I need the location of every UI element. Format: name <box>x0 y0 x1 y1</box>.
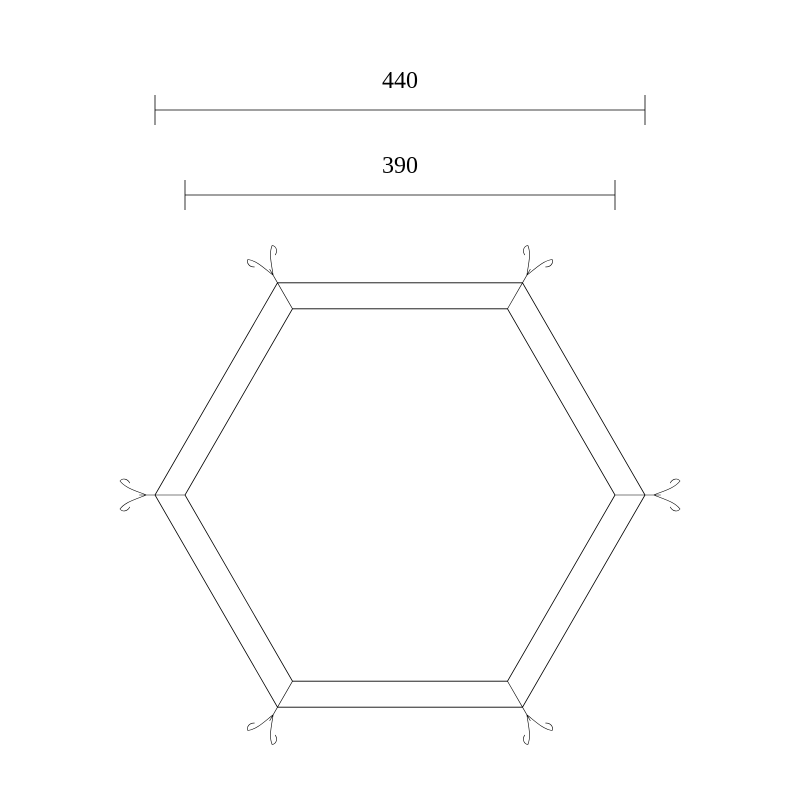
hexagon-inner <box>185 309 615 681</box>
hex-connector <box>508 283 523 309</box>
finial-icon <box>509 699 554 745</box>
dimension-outer: 440 <box>155 68 645 125</box>
dimension-inner: 390 <box>185 153 615 210</box>
dim-inner-label: 390 <box>382 153 418 179</box>
finial-icon <box>246 699 291 745</box>
finials-group <box>120 244 680 745</box>
hex-connector <box>278 681 293 707</box>
finial-icon <box>246 244 291 290</box>
technical-drawing: 440 390 <box>0 0 800 800</box>
hexagon-outer <box>155 283 645 707</box>
hexagon <box>155 283 645 707</box>
hex-connector <box>278 283 293 309</box>
dim-outer-label: 440 <box>382 68 418 94</box>
finial-icon <box>120 479 155 511</box>
finial-icon <box>645 479 680 511</box>
hex-connector <box>508 681 523 707</box>
finial-icon <box>509 244 554 290</box>
